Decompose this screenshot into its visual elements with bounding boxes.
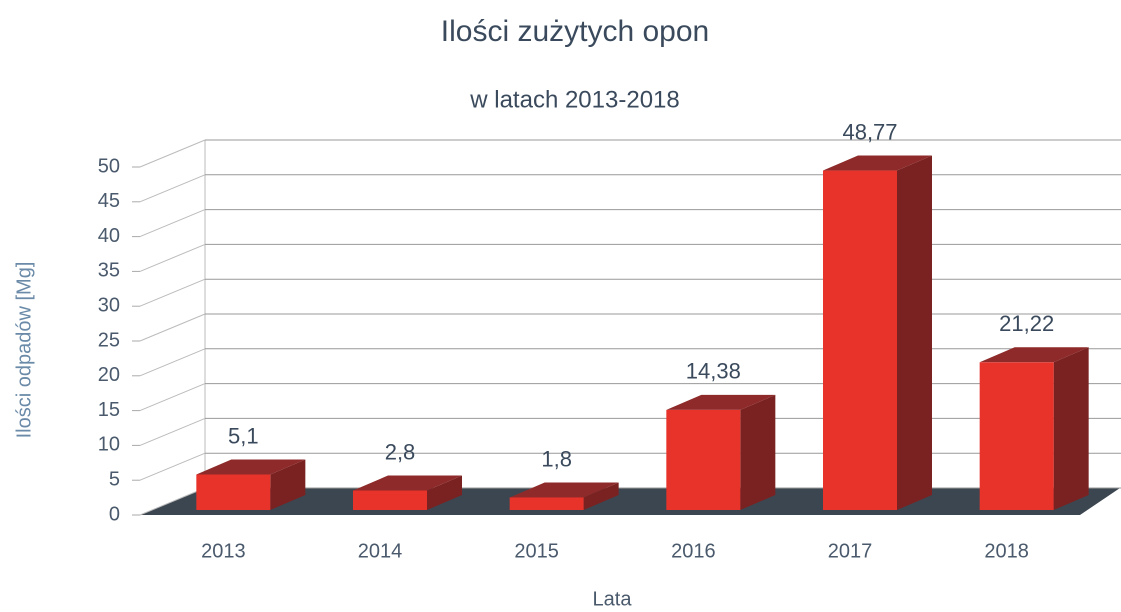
- bar: [509, 497, 584, 510]
- y-tick-label: 5: [109, 468, 120, 490]
- x-axis-label: Lata: [593, 588, 633, 610]
- bar-top: [509, 482, 619, 498]
- grid-diagonal: [139, 348, 206, 377]
- bar-top: [196, 459, 306, 475]
- y-tick-label: 20: [98, 364, 120, 386]
- bar-side: [1053, 347, 1089, 510]
- grid-diagonal: [139, 243, 206, 272]
- bar-side: [740, 394, 776, 510]
- y-tick-label: 40: [98, 225, 120, 247]
- x-tick-label: 2013: [201, 540, 246, 562]
- grid-diagonal: [139, 313, 206, 342]
- grid-diagonal: [139, 452, 206, 481]
- bar-top: [353, 475, 462, 491]
- x-tick-label: 2018: [984, 540, 1029, 562]
- y-tick-label: 35: [98, 260, 120, 282]
- y-tick-label: 50: [98, 155, 120, 177]
- bar: [353, 490, 427, 510]
- grid-diagonal: [139, 209, 206, 238]
- grid-diagonal: [139, 139, 206, 168]
- x-tick-label: 2014: [358, 540, 403, 562]
- chart-title: Ilości zużytych opon: [441, 15, 709, 48]
- value-label: 48,77: [842, 119, 897, 144]
- grid-diagonal: [139, 174, 206, 203]
- value-label: 1,8: [541, 446, 572, 471]
- value-label: 14,38: [686, 359, 741, 384]
- grid-diagonal: [139, 383, 206, 412]
- bar-side: [270, 459, 306, 510]
- bar-side: [897, 155, 932, 511]
- y-tick-label: 30: [98, 294, 120, 316]
- x-tick-label: 2017: [828, 540, 873, 562]
- chart-subtitle: w latach 2013-2018: [469, 86, 679, 113]
- y-tick-label: 25: [98, 329, 120, 351]
- y-tick-label: 15: [98, 399, 120, 421]
- x-tick-label: 2015: [514, 540, 559, 562]
- value-label: 21,22: [999, 311, 1054, 336]
- bar-top: [666, 394, 776, 410]
- y-tick-label: 0: [109, 503, 120, 525]
- grid-diagonal: [139, 487, 206, 516]
- bar-side: [427, 475, 462, 510]
- value-label: 2,8: [385, 439, 416, 464]
- bar: [196, 474, 271, 510]
- x-tick-label: 2016: [671, 540, 716, 562]
- y-axis-label: Ilości odpadów [Mg]: [13, 262, 35, 439]
- bar-top: [823, 155, 932, 171]
- grid-diagonal: [139, 417, 206, 446]
- bar: [666, 409, 741, 510]
- grid-diagonal: [139, 278, 206, 307]
- y-tick-label: 10: [98, 434, 120, 456]
- bar: [823, 170, 897, 511]
- value-label: 5,1: [228, 423, 259, 448]
- bar-top: [979, 347, 1089, 363]
- y-tick-label: 45: [98, 190, 120, 212]
- bar-side: [583, 482, 619, 510]
- bar: [979, 362, 1054, 510]
